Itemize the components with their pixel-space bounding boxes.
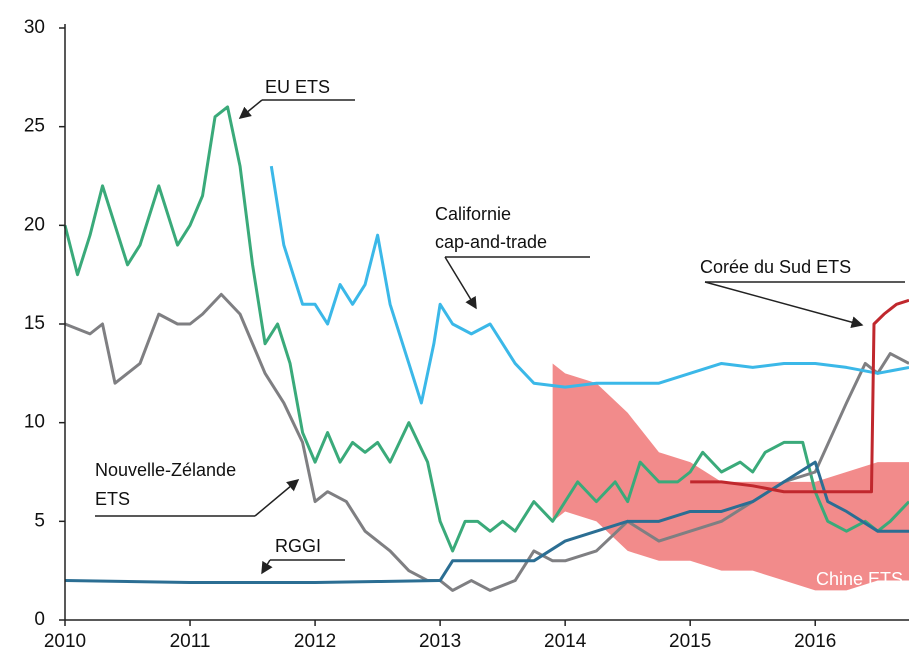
annotation-leader	[261, 559, 273, 575]
series-line	[64, 292, 909, 592]
annotation-leader	[444, 256, 477, 310]
band-area	[552, 363, 909, 591]
annotation: Chine ETS	[816, 569, 903, 589]
series-line	[690, 298, 909, 494]
x-tick-label: 2015	[669, 631, 711, 652]
annotation: Corée du Sud ETS	[700, 257, 851, 277]
x-tick-label: 2010	[44, 631, 86, 652]
annotation-leader	[704, 281, 864, 329]
x-tick-label: 2012	[294, 631, 336, 652]
x-tick-label: 2014	[544, 631, 587, 652]
annotation: Californie	[435, 204, 511, 224]
series-line	[64, 460, 909, 585]
x-tick-label: 2016	[794, 631, 836, 652]
annotation: EU ETS	[265, 77, 330, 97]
annotation: cap-and-trade	[435, 232, 547, 252]
series-line	[63, 105, 909, 553]
annotation: ETS	[95, 489, 130, 509]
series-line	[269, 165, 909, 405]
y-tick-label: 10	[24, 412, 45, 433]
annotation: pilots	[861, 595, 903, 615]
y-tick-label: 5	[34, 510, 45, 531]
y-tick-label: 15	[24, 313, 45, 334]
y-tick-label: 20	[24, 214, 45, 235]
annotation: Nouvelle-Zélande	[95, 460, 236, 480]
y-tick-label: 0	[34, 609, 45, 630]
annotation: RGGI	[275, 536, 321, 556]
y-tick-label: 25	[24, 116, 45, 137]
y-tick-label: 30	[24, 17, 45, 38]
annotation-leader	[254, 479, 300, 517]
x-tick-label: 2013	[419, 631, 461, 652]
annotation-leader	[238, 99, 263, 119]
x-tick-label: 2011	[170, 631, 211, 652]
